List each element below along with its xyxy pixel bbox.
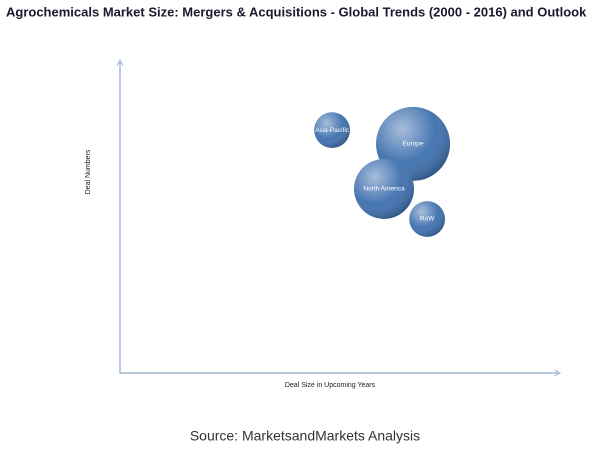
source-note: Source: MarketsandMarkets Analysis [190,428,420,444]
x-axis-label: Deal Size in Upcoming Years [285,382,376,389]
bubble-label: North America [363,186,405,193]
bubble-label: Europe [403,141,424,148]
bubble-label: Asia-Pacific [315,127,350,134]
chart-title: Agrochemicals Market Size: Mergers & Acq… [6,4,587,19]
bubble-highlight [314,112,350,148]
bubble-highlight [409,201,446,237]
bubble-label: RoW [420,216,435,223]
axes [120,62,558,373]
y-axis-label: Deal Numbers [85,149,92,194]
bubble-highlight [354,158,414,219]
